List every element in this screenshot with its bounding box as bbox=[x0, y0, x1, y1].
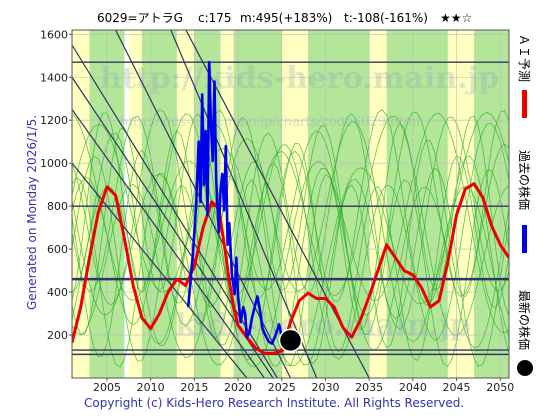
y-tick-label-600: 600 bbox=[47, 243, 68, 256]
x-tick-label-2030: 2030 bbox=[311, 381, 339, 394]
y-axis-ticks: 200 400 600 800 1000 1200 1400 1600 bbox=[40, 28, 72, 342]
y-tick-label-400: 400 bbox=[47, 286, 68, 299]
y-tick-label-1000: 1000 bbox=[40, 157, 68, 170]
x-tick-label-2025: 2025 bbox=[268, 381, 296, 394]
x-tick-label-2045: 2045 bbox=[443, 381, 471, 394]
green-line-11 bbox=[72, 109, 509, 361]
horizontal-levels bbox=[72, 61, 509, 356]
x-axis-ticks: 2005 2010 2015 2020 2025 2030 2035 2040 2045 2050 bbox=[93, 378, 514, 394]
trend-line-6 bbox=[72, 109, 265, 378]
watermark-bottom: kids-hero.main.jp bbox=[175, 308, 471, 343]
band-13 bbox=[474, 30, 509, 378]
legend-past-price-swatch bbox=[522, 225, 527, 253]
x-tick-label-2010: 2010 bbox=[137, 381, 165, 394]
legend-latest-price-label: 最新の株価 bbox=[517, 290, 532, 350]
series-past bbox=[186, 60, 288, 349]
y-tick-label-1200: 1200 bbox=[40, 114, 68, 127]
header-code: 6029=アトラG bbox=[97, 11, 183, 25]
x-tick-label-2020: 2020 bbox=[224, 381, 252, 394]
x-tick-label-2035: 2035 bbox=[355, 381, 383, 394]
x-tick-label-2015: 2015 bbox=[180, 381, 208, 394]
legend-ai-forecast-label: ＡＩ予測 bbox=[517, 34, 531, 82]
trend-line-5 bbox=[72, 44, 278, 378]
header-rating: ★★☆ bbox=[440, 11, 472, 25]
x-tick-label-2040: 2040 bbox=[399, 381, 427, 394]
header-max: m:495(+183%) bbox=[240, 11, 332, 25]
series-forecast bbox=[72, 182, 509, 355]
legend: ＡＩ予測 過去の株価 最新の株価 bbox=[517, 34, 533, 376]
x-tick-label-2005: 2005 bbox=[93, 381, 121, 394]
watermark: http://kids-hero.main.jp http://kids-her… bbox=[100, 61, 499, 343]
trend-line-2 bbox=[72, 162, 248, 378]
green-line-12 bbox=[72, 110, 509, 365]
legend-latest-price-marker bbox=[517, 360, 533, 376]
y-tick-label-800: 800 bbox=[47, 200, 68, 213]
x-tick-label-2050: 2050 bbox=[486, 381, 514, 394]
y-tick-label-1600: 1600 bbox=[40, 28, 68, 41]
latest-price-marker bbox=[278, 328, 303, 353]
band-0 bbox=[72, 30, 90, 378]
green-line-13 bbox=[72, 112, 509, 367]
copyright: Copyright (c) Kids-Hero Research Institu… bbox=[84, 396, 464, 410]
legend-ai-forecast-swatch bbox=[522, 90, 527, 118]
y-tick-label-1400: 1400 bbox=[40, 71, 68, 84]
watermark-sub: http://kids-hero.main.jp/charts/code6029… bbox=[120, 115, 420, 130]
header-current: c:175 bbox=[198, 11, 232, 25]
header-target: t:-108(-161%) bbox=[344, 11, 428, 25]
y-tick-label-200: 200 bbox=[47, 329, 68, 342]
legend-past-price-label: 過去の株価 bbox=[517, 150, 532, 210]
band-3 bbox=[141, 30, 177, 378]
plot-frame bbox=[71, 29, 510, 379]
generated-label: Generated on Monday 2026/1/5. bbox=[25, 115, 39, 310]
series bbox=[72, 60, 509, 355]
watermark-main: http://kids-hero.main.jp bbox=[100, 61, 499, 96]
